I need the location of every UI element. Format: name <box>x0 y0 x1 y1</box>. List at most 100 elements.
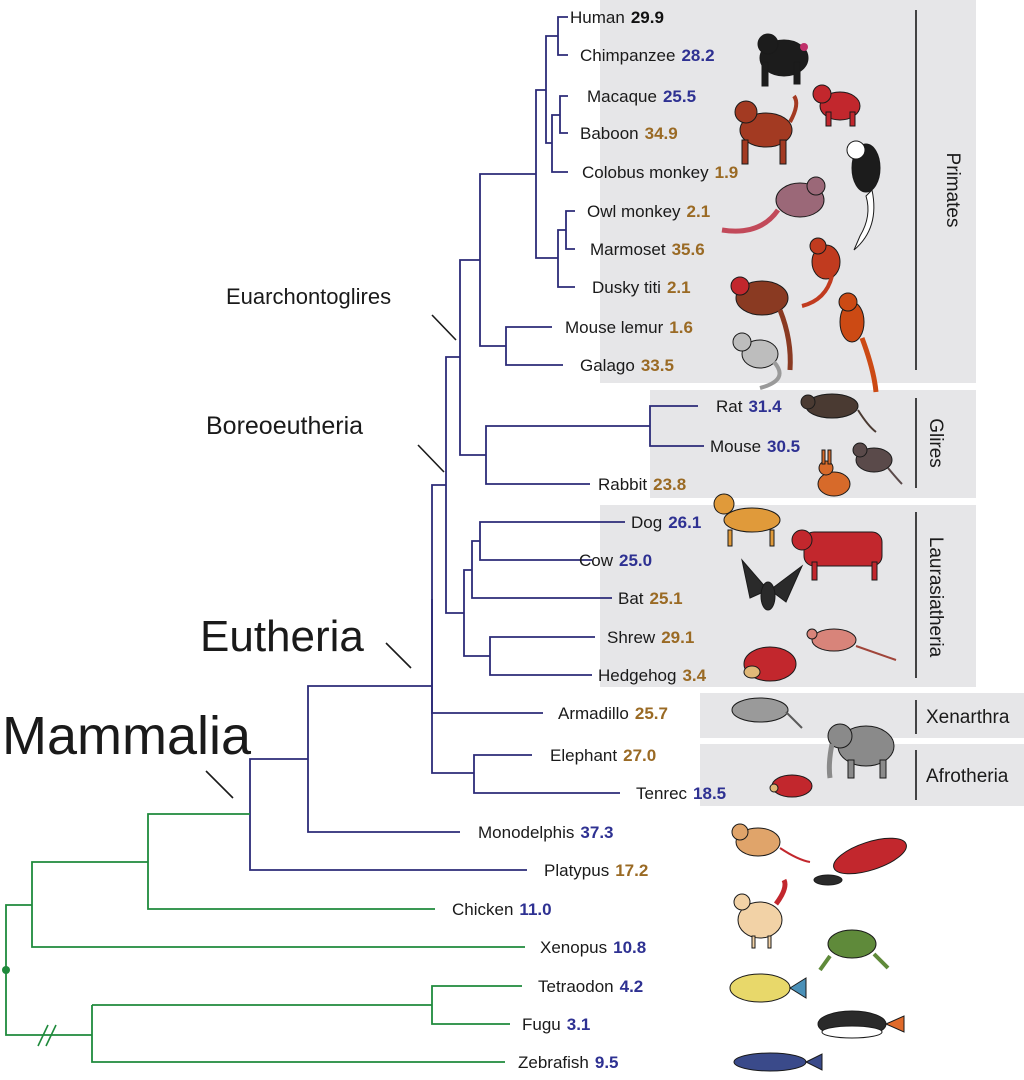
taxon-value: 18.5 <box>693 784 726 803</box>
taxon-value: 28.2 <box>681 46 714 65</box>
owl-monkey-icon <box>721 176 826 234</box>
elephant-icon <box>826 723 895 779</box>
taxon-value: 25.0 <box>619 551 652 570</box>
cow-icon <box>791 529 883 581</box>
taxon-value: 35.6 <box>672 240 705 259</box>
taxon-value: 1.6 <box>669 318 693 337</box>
taxon-value: 27.0 <box>623 746 656 765</box>
taxon-label: Tenrec 18.5 <box>636 784 726 803</box>
marmoset-icon <box>801 237 841 308</box>
group-labels: Primates Glires Laurasiatheria Xenarthra… <box>915 10 1010 800</box>
taxon-label: Chicken 11.0 <box>452 900 552 919</box>
bat-icon <box>741 558 804 611</box>
rat-icon <box>800 393 877 433</box>
taxon-label: Monodelphis 37.3 <box>478 823 614 842</box>
taxon-label: Marmoset 35.6 <box>590 240 705 259</box>
taxon-name: Xenopus <box>540 938 607 957</box>
taxon-value: 11.0 <box>519 900 551 919</box>
mammalia-label: Mammalia <box>2 706 252 766</box>
taxon-label: Galago 33.5 <box>580 356 674 375</box>
taxon-name: Marmoset <box>590 240 666 259</box>
animal-illustrations <box>713 33 907 1072</box>
platypus-icon <box>813 837 907 886</box>
xenarthra-label: Xenarthra <box>926 707 1010 728</box>
taxon-name: Platypus <box>544 861 609 880</box>
boreoeutheria-label: Boreoeutheria <box>206 412 363 440</box>
taxon-name: Dusky titi <box>592 278 661 297</box>
taxon-label: Fugu 3.1 <box>522 1015 590 1034</box>
taxon-name: Cow <box>579 551 614 570</box>
taxon-label: Elephant 27.0 <box>550 746 656 765</box>
opossum-icon <box>731 823 811 863</box>
taxon-name: Baboon <box>580 124 639 143</box>
taxon-value: 17.2 <box>615 861 648 880</box>
taxon-name: Monodelphis <box>478 823 574 842</box>
taxon-label: Bat 25.1 <box>618 589 683 608</box>
taxon-label: Cow 25.0 <box>579 551 652 570</box>
tenrec-icon <box>769 774 813 798</box>
clade-labels: Euarchontoglires Boreoeutheria Eutheria … <box>2 284 457 799</box>
taxon-label: Zebrafish 9.5 <box>518 1053 619 1072</box>
taxon-label: Rat 31.4 <box>716 397 782 416</box>
taxon-name: Owl monkey <box>587 202 681 221</box>
taxon-label: Mouse lemur 1.6 <box>565 318 693 337</box>
titi-icon <box>730 276 793 371</box>
dog-icon <box>713 493 781 547</box>
taxon-label: Baboon 34.9 <box>580 124 678 143</box>
taxon-labels: Human 29.9 Chimpanzee 28.2 Macaque 25.5 Baboon… <box>452 8 800 1072</box>
chimpanzee-icon <box>757 33 809 87</box>
shrew-icon <box>806 628 897 661</box>
taxon-value: 25.5 <box>663 87 696 106</box>
taxon-name: Macaque <box>587 87 657 106</box>
taxon-label: Mouse 30.5 <box>710 437 800 456</box>
taxon-value: 1.9 <box>715 163 739 182</box>
taxon-value: 3.1 <box>567 1015 591 1034</box>
taxon-name: Tetraodon <box>538 977 614 996</box>
taxon-label: Platypus 17.2 <box>544 861 648 880</box>
taxon-value: 9.5 <box>595 1053 619 1072</box>
taxon-name: Colobus monkey <box>582 163 709 182</box>
taxon-name: Elephant <box>550 746 617 765</box>
galago-icon <box>838 292 879 393</box>
taxon-name: Zebrafish <box>518 1053 589 1072</box>
taxon-label: Shrew 29.1 <box>607 628 694 647</box>
taxon-label: Owl monkey 2.1 <box>587 202 710 221</box>
taxon-value: 29.1 <box>661 628 694 647</box>
taxon-label: Xenopus 10.8 <box>540 938 646 957</box>
mouse-icon <box>852 442 903 485</box>
taxon-value: 30.5 <box>767 437 800 456</box>
afrotheria-label: Afrotheria <box>926 766 1009 787</box>
boreoeutheria-pointer <box>417 444 445 473</box>
taxon-value: 31.4 <box>748 397 782 416</box>
taxon-label: Human 29.9 <box>570 8 664 27</box>
taxon-value: 3.4 <box>682 666 706 685</box>
root-node <box>2 966 10 974</box>
eutheria-pointer <box>385 642 412 669</box>
chicken-icon <box>733 878 788 949</box>
taxon-value: 10.8 <box>613 938 646 957</box>
taxon-name: Chicken <box>452 900 513 919</box>
outgroup-branches <box>5 813 525 1063</box>
taxon-value: 34.9 <box>645 124 678 143</box>
armadillo-icon <box>731 697 803 729</box>
taxon-label: Dog 26.1 <box>631 513 701 532</box>
rabbit-icon <box>817 449 851 497</box>
taxon-label: Chimpanzee 28.2 <box>580 46 715 65</box>
taxon-label: Macaque 25.5 <box>587 87 696 106</box>
taxon-value: 4.2 <box>620 977 644 996</box>
taxon-label: Dusky titi 2.1 <box>592 278 691 297</box>
pufferfish-icon <box>729 973 807 1003</box>
taxon-name: Dog <box>631 513 662 532</box>
taxon-value: 29.9 <box>631 8 664 27</box>
primates-label: Primates <box>942 153 963 228</box>
laurasiatheria-label: Laurasiatheria <box>925 537 946 658</box>
glires-label: Glires <box>925 418 946 468</box>
macaque-icon <box>812 84 861 127</box>
taxon-name: Mouse lemur <box>565 318 664 337</box>
colobus-icon <box>846 140 881 251</box>
eutheria-label: Eutheria <box>200 612 364 661</box>
taxon-label: Rabbit 23.8 <box>598 475 686 494</box>
frog-icon <box>818 929 890 972</box>
zebrafish-icon <box>733 1052 823 1072</box>
